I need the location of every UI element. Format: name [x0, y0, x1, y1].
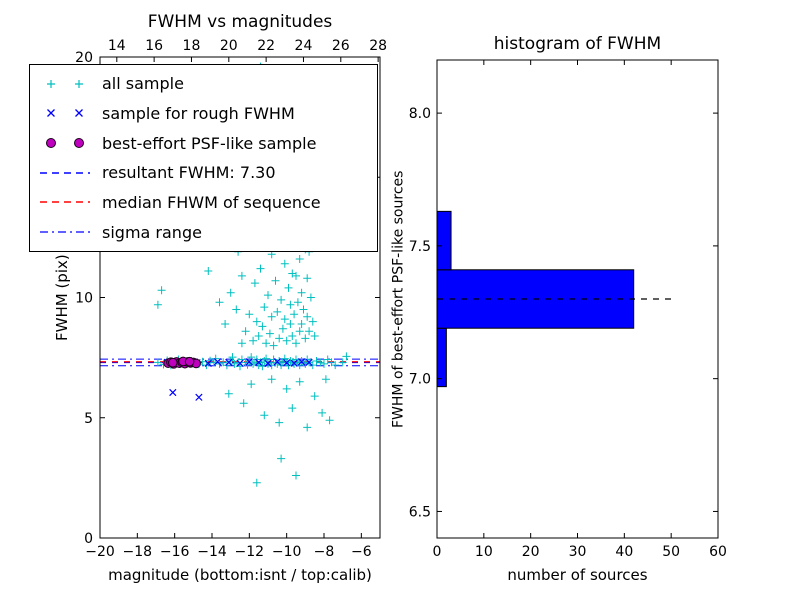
svg-text:28: 28 — [369, 38, 387, 54]
svg-text:20: 20 — [522, 544, 540, 560]
legend-marker-x-icon — [47, 109, 83, 118]
svg-text:5: 5 — [84, 411, 93, 427]
left-plot-xlabel: magnitude (bottom:isnt / top:calib) — [108, 566, 372, 584]
legend-entry: resultant FWHM: 7.30 — [36, 158, 371, 187]
svg-text:20: 20 — [220, 38, 238, 54]
legend-marker-dashed-icon — [40, 201, 90, 204]
right-plot-ylabel: FWHM of best-effort PSF-like sources — [390, 170, 407, 428]
right-plot-xlabel: number of sources — [507, 566, 648, 584]
legend-marker-plus-icon — [47, 79, 83, 88]
svg-text:50: 50 — [662, 544, 680, 560]
legend-label: sample for rough FWHM — [102, 103, 295, 123]
svg-text:0: 0 — [84, 531, 93, 547]
svg-text:−12: −12 — [235, 544, 265, 560]
legend-label: resultant FWHM: 7.30 — [102, 163, 276, 183]
svg-text:22: 22 — [257, 38, 275, 54]
svg-text:10: 10 — [475, 544, 493, 560]
svg-text:60: 60 — [709, 544, 727, 560]
svg-text:0: 0 — [433, 544, 442, 560]
legend-marker-dashed-icon — [40, 172, 90, 174]
legend-marker-circle-icon — [46, 138, 84, 149]
legend-label: median FHWM of sequence — [102, 192, 321, 212]
left-plot-title: FWHM vs magnitudes — [147, 12, 333, 32]
svg-text:−6: −6 — [351, 544, 372, 560]
svg-text:−20: −20 — [85, 544, 115, 560]
svg-text:16: 16 — [145, 38, 163, 54]
legend-marker-dashdot-icon — [40, 231, 90, 233]
svg-text:−8: −8 — [314, 544, 335, 560]
svg-text:7.0: 7.0 — [409, 372, 431, 388]
svg-text:10: 10 — [75, 291, 93, 307]
psf-like-scatter — [163, 356, 201, 369]
right-plot-title: histogram of FWHM — [493, 34, 662, 54]
svg-text:30: 30 — [569, 544, 587, 560]
svg-text:40: 40 — [615, 544, 633, 560]
legend-label: sigma range — [102, 222, 202, 242]
svg-text:−18: −18 — [123, 544, 153, 560]
legend-label: all sample — [102, 74, 184, 94]
legend-entry: best-effort PSF-like sample — [36, 129, 371, 158]
legend-entry: all sample — [36, 69, 371, 98]
svg-text:−10: −10 — [272, 544, 302, 560]
svg-text:6.5: 6.5 — [409, 504, 431, 520]
svg-text:14: 14 — [108, 38, 126, 54]
svg-text:7.5: 7.5 — [409, 239, 431, 255]
svg-text:20: 20 — [75, 50, 93, 66]
right-plot-axes: 0 10 20 30 40 50 60 6.5 7.0 7.5 8.0 — [409, 59, 727, 560]
legend: all sample sample for rough FWHM best-effo… — [29, 64, 378, 252]
svg-text:8.0: 8.0 — [409, 106, 431, 122]
left-plot-axes: −20 −18 −16 −14 −12 −10 −8 −6 14 16 18 20 22 24 26 28 0 5… — [75, 38, 387, 560]
legend-entry: sigma range — [36, 218, 371, 247]
svg-text:−16: −16 — [160, 544, 190, 560]
svg-text:−14: −14 — [197, 544, 227, 560]
legend-label: best-effort PSF-like sample — [102, 133, 317, 153]
svg-text:26: 26 — [332, 38, 350, 54]
legend-entry: sample for rough FWHM — [36, 99, 371, 128]
svg-text:24: 24 — [295, 38, 313, 54]
legend-entry: median FHWM of sequence — [36, 188, 371, 217]
svg-text:18: 18 — [183, 38, 201, 54]
